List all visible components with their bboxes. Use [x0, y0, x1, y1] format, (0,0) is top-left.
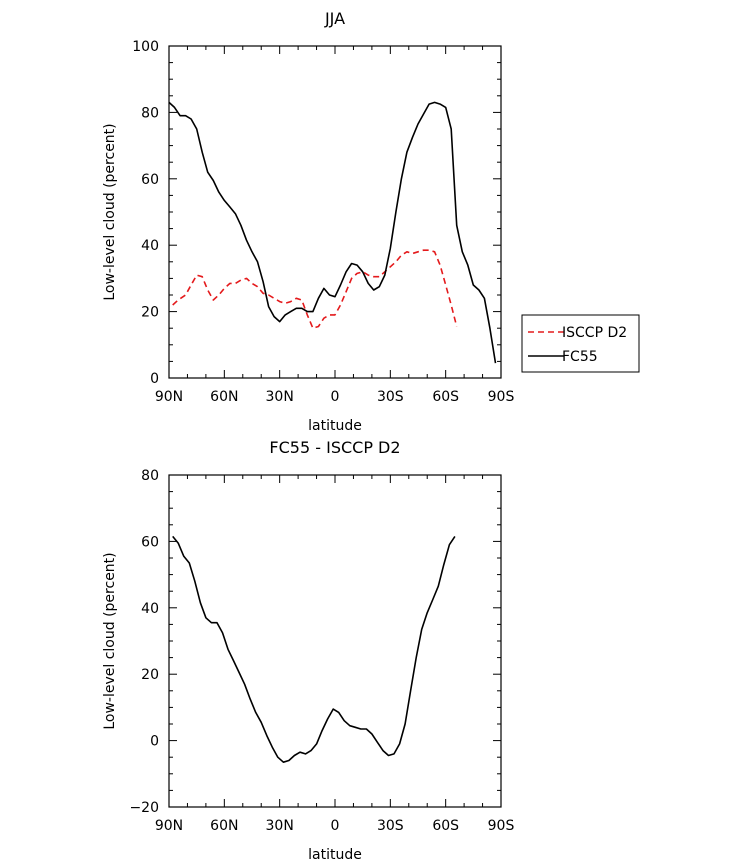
x-tick-label: 90N: [155, 818, 183, 834]
x-tick-label: 60S: [432, 389, 459, 405]
series-isccp-d2-line: [172, 249, 458, 330]
series-difference-line: [172, 535, 456, 764]
x-tick-label: 90N: [155, 389, 183, 405]
y-tick-label: 20: [141, 667, 159, 683]
plot-frame: [168, 45, 502, 379]
y-tick-label: −20: [129, 800, 159, 816]
x-tick-label: 30N: [266, 389, 294, 405]
x-tick-label: 60S: [432, 818, 459, 834]
x-tick-label: 0: [331, 818, 340, 834]
y-tick-label: 0: [150, 371, 159, 387]
y-tick-label: 60: [141, 534, 159, 550]
legend-box: [521, 314, 640, 373]
plot-frame: [168, 474, 502, 808]
y-axis-label: Low-level cloud (percent): [102, 123, 118, 300]
y-tick-label: 80: [141, 468, 159, 484]
x-tick-label: 60N: [210, 818, 238, 834]
chart-title: JJA: [324, 9, 345, 28]
y-tick-label: 60: [141, 172, 159, 188]
x-tick-label: 60N: [210, 389, 238, 405]
x-tick-label: 90S: [488, 389, 515, 405]
legend: ISCCP D2 FC55: [521, 314, 640, 373]
legend-label: FC55: [562, 349, 598, 365]
y-tick-label: 20: [141, 305, 159, 321]
series-fc55-line: [168, 101, 497, 364]
legend-label: ISCCP D2: [562, 325, 627, 341]
y-axis-label: Low-level cloud (percent): [102, 552, 118, 729]
y-tick-label: 0: [150, 734, 159, 750]
panel-difference: 90N 60N 30N 0 30S 60S 90S −20 0 20 40 60 80 FC55 - IS…: [102, 438, 514, 863]
chart-title: FC55 - ISCCP D2: [269, 438, 400, 457]
y-tick-label: 80: [141, 105, 159, 121]
y-tick-label: 40: [141, 601, 159, 617]
y-tick-label: 100: [132, 39, 159, 55]
x-axis-label: latitude: [308, 418, 362, 434]
x-tick-label: 0: [331, 389, 340, 405]
x-axis-label: latitude: [308, 847, 362, 863]
x-tick-label: 30N: [266, 818, 294, 834]
x-tick-label: 30S: [377, 389, 404, 405]
y-tick-label: 40: [141, 238, 159, 254]
x-tick-label: 90S: [488, 818, 515, 834]
x-tick-label: 30S: [377, 818, 404, 834]
panel-jja: 90N 60N 30N 0 30S 60S 90S 0 20 40 60 80 100 JJA latitu…: [102, 9, 514, 434]
